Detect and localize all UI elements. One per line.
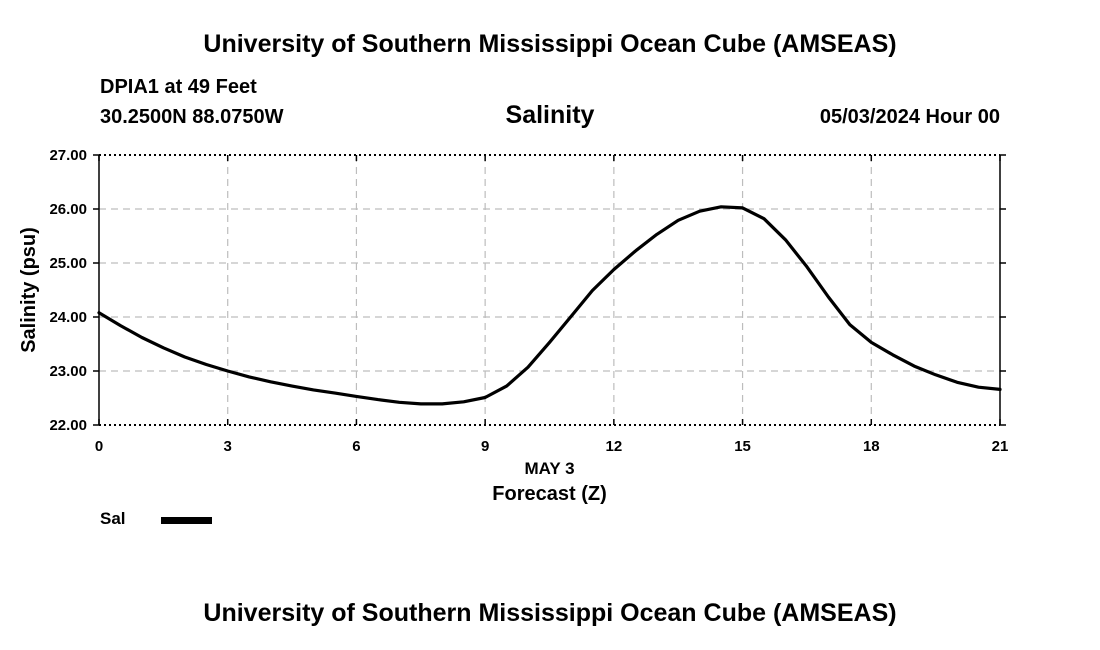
footer-title: University of Southern Mississippi Ocean…: [203, 599, 897, 627]
x-axis-label: Forecast (Z): [492, 483, 606, 505]
y-tick-label: 26.00: [49, 201, 87, 218]
x-tick-label: 0: [95, 438, 103, 455]
y-tick-label: 24.00: [49, 309, 87, 326]
station-label: DPIA1 at 49 Feet: [100, 76, 257, 98]
x-tick-label: 18: [863, 438, 880, 455]
series-line-salinity: [97, 205, 1002, 406]
x-tick-label: 9: [481, 438, 489, 455]
y-tick-label: 25.00: [49, 255, 87, 272]
y-tick-label: 27.00: [49, 147, 87, 164]
coordinates-label: 30.2500N 88.0750W: [100, 106, 284, 128]
x-tick-label: 21: [992, 438, 1009, 455]
legend-label: Sal: [100, 509, 126, 528]
x-tick-label: 15: [734, 438, 751, 455]
x-axis-sublabel: MAY 3: [524, 459, 574, 478]
chart-title: Salinity: [505, 101, 595, 129]
legend-line-swatch: [161, 517, 212, 524]
y-tick-label: 23.00: [49, 363, 87, 380]
x-tick-label: 3: [224, 438, 232, 455]
y-axis-label: Salinity (psu): [18, 227, 40, 353]
y-tick-label: 22.00: [49, 417, 87, 434]
x-tick-label: 6: [352, 438, 360, 455]
x-tick-label: 12: [606, 438, 623, 455]
page-title: University of Southern Mississippi Ocean…: [203, 30, 897, 58]
forecast-datetime: 05/03/2024 Hour 00: [819, 106, 1000, 128]
